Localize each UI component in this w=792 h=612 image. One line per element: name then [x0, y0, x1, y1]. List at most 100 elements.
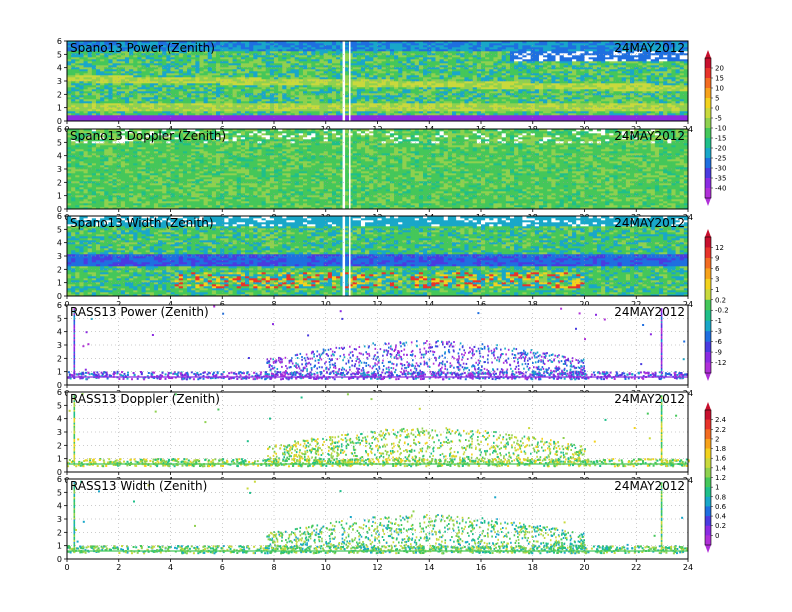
data-cell [266, 57, 270, 59]
data-cell [179, 59, 183, 61]
data-cell [113, 73, 117, 75]
data-cell [299, 111, 303, 113]
data-cell [431, 107, 435, 109]
data-cell [233, 91, 237, 93]
data-cell [171, 85, 175, 87]
data-cell [522, 95, 526, 97]
data-cell [142, 91, 146, 93]
data-cell [527, 107, 531, 109]
data-cell [175, 59, 179, 61]
data-cell [473, 109, 477, 111]
data-cell [249, 83, 253, 85]
data-cell [365, 47, 369, 49]
data-cell [378, 89, 382, 91]
data-cell [71, 61, 75, 63]
data-cell [551, 51, 555, 53]
data-cell [299, 117, 303, 119]
data-cell [274, 117, 278, 119]
data-cell [274, 51, 278, 53]
data-cell [469, 55, 473, 57]
data-cell [373, 113, 377, 115]
data-cell [286, 47, 290, 49]
data-cell [518, 73, 522, 75]
data-cell [547, 87, 551, 89]
data-cell [386, 103, 390, 105]
data-cell [353, 55, 357, 57]
data-cell [502, 61, 506, 63]
data-cell [493, 117, 497, 119]
data-cell [531, 107, 535, 109]
data-cell [493, 91, 497, 93]
data-cell [394, 85, 398, 87]
data-cell [137, 83, 141, 85]
data-cell [96, 67, 100, 69]
data-cell [498, 91, 502, 93]
data-cell [328, 95, 332, 97]
data-cell [295, 95, 299, 97]
data-cell [369, 95, 373, 97]
data-cell [257, 113, 261, 115]
data-cell [71, 115, 75, 117]
data-cell [303, 83, 307, 85]
data-cell [208, 67, 212, 69]
data-cell [142, 103, 146, 105]
data-cell [556, 95, 560, 97]
data-cell [233, 83, 237, 85]
data-cell [444, 81, 448, 83]
data-cell [67, 85, 71, 87]
data-cell [493, 113, 497, 115]
data-cell [390, 83, 394, 85]
data-cell [187, 91, 191, 93]
data-cell [241, 67, 245, 69]
data-cell [224, 117, 228, 119]
data-cell [224, 81, 228, 83]
data-cell [75, 75, 79, 77]
data-cell [535, 91, 539, 93]
data-cell [514, 77, 518, 79]
data-cell [291, 97, 295, 99]
data-cell [166, 65, 170, 67]
data-cell [179, 107, 183, 109]
data-cell [142, 61, 146, 63]
data-cell [522, 85, 526, 87]
data-cell [71, 81, 75, 83]
data-cell [245, 75, 249, 77]
data-cell [531, 43, 535, 45]
data-cell [79, 111, 83, 113]
data-cell [228, 53, 232, 55]
data-cell [464, 51, 468, 53]
data-cell [121, 73, 125, 75]
data-cell [162, 101, 166, 103]
data-cell [506, 55, 510, 57]
data-cell [291, 49, 295, 51]
data-cell [382, 51, 386, 53]
data-cell [394, 49, 398, 51]
data-cell [415, 67, 419, 69]
data-cell [493, 49, 497, 51]
data-cell [365, 87, 369, 89]
data-cell [527, 43, 531, 45]
data-cell [96, 109, 100, 111]
data-cell [551, 113, 555, 115]
data-cell [444, 95, 448, 97]
data-cell [493, 97, 497, 99]
data-cell [274, 97, 278, 99]
data-cell [187, 89, 191, 91]
data-cell [241, 81, 245, 83]
data-cell [212, 91, 216, 93]
data-cell [282, 73, 286, 75]
data-cell [311, 51, 315, 53]
data-cell [485, 75, 489, 77]
data-cell [183, 55, 187, 57]
data-cell [435, 81, 439, 83]
data-cell [146, 97, 150, 99]
data-cell [270, 81, 274, 83]
data-cell [133, 77, 137, 79]
data-cell [166, 57, 170, 59]
data-cell [539, 81, 543, 83]
data-cell [311, 59, 315, 61]
data-cell [398, 55, 402, 57]
data-cell [249, 45, 253, 47]
data-cell [522, 97, 526, 99]
data-cell [378, 95, 382, 97]
